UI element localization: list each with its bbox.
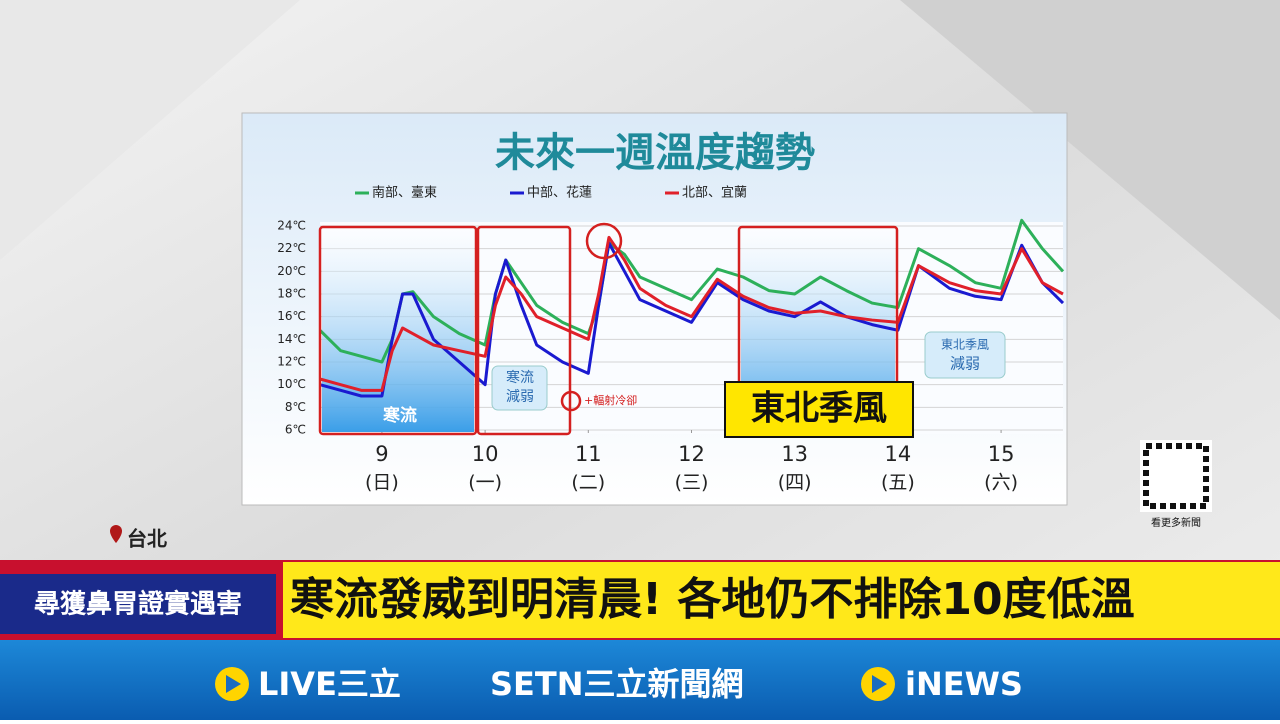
y-tick-label: 10℃ xyxy=(277,377,306,391)
logo: SETN三立新聞網 xyxy=(490,665,744,703)
pin-icon xyxy=(110,525,122,543)
annotation-circle xyxy=(585,222,623,260)
chart-title: 未來一週溫度趨勢 xyxy=(495,130,815,176)
annotation: 東北季風 xyxy=(941,338,989,352)
y-tick-label: 22℃ xyxy=(277,241,306,255)
y-tick-label: 8℃ xyxy=(285,400,306,414)
y-tick-label: 6℃ xyxy=(285,423,306,437)
annotation-bg xyxy=(491,365,548,411)
x-tick-sublabel: (一) xyxy=(468,472,502,494)
y-tick-label: 24℃ xyxy=(277,219,306,233)
bg-shape xyxy=(0,0,300,260)
location: 台北 xyxy=(127,527,167,551)
annotation: 寒流 xyxy=(383,405,417,426)
y-tick-label: 16℃ xyxy=(277,309,306,323)
y-tick-label: 12℃ xyxy=(277,355,306,369)
annotation-bg xyxy=(924,331,1006,379)
annotation: 東北季風 xyxy=(751,389,887,429)
x-tick-sublabel: (三) xyxy=(675,472,709,494)
logo-bar xyxy=(0,640,1280,720)
y-tick-label: 14℃ xyxy=(277,332,306,346)
x-tick-label: 13 xyxy=(781,442,808,466)
y-tick-label: 18℃ xyxy=(277,287,306,301)
qr-code xyxy=(1140,440,1212,512)
annotation: 減弱 xyxy=(506,388,534,405)
annotation: 減弱 xyxy=(950,355,980,373)
x-tick-sublabel: (二) xyxy=(571,472,605,494)
plot: 6℃ 8℃ 10℃ 12℃ 14℃ 16℃ 18℃ 20℃ 22℃ 24℃ 9 (日) 10 (一) 11 (… xyxy=(277,185,1065,494)
side-headline-bg xyxy=(0,574,276,634)
series-line xyxy=(319,235,1064,392)
annotation-bg xyxy=(724,381,914,438)
logo: LIVE三立 xyxy=(258,665,401,703)
headline-bg xyxy=(283,562,1280,638)
x-tick-label: 14 xyxy=(885,442,912,466)
annotation: +輻射冷卻 xyxy=(584,393,637,407)
x-tick-label: 9 xyxy=(375,442,388,466)
qr-pattern xyxy=(1143,443,1209,509)
cold-region xyxy=(322,229,474,432)
annotation: 寒流 xyxy=(506,369,534,386)
legend-label: 南部、臺東 xyxy=(372,185,437,201)
x-tick-sublabel: (六) xyxy=(984,472,1018,494)
x-tick-sublabel: (五) xyxy=(881,472,915,494)
x-tick-label: 11 xyxy=(575,442,602,466)
legend-label: 中部、花蓮 xyxy=(527,185,592,201)
x-tick-label: 15 xyxy=(988,442,1015,466)
side-headline: 尋獲鼻胃證實遇害 xyxy=(34,589,242,620)
y-tick-label: 20℃ xyxy=(277,264,306,278)
x-tick-sublabel: (日) xyxy=(365,472,399,494)
play-icon xyxy=(226,675,241,693)
play-icon xyxy=(872,675,887,693)
x-tick-sublabel: (四) xyxy=(778,472,812,494)
legend-label: 北部、宜蘭 xyxy=(682,185,747,201)
qr-caption: 看更多新聞 xyxy=(1151,516,1201,529)
x-tick-label: 10 xyxy=(472,442,499,466)
annotation-box xyxy=(476,225,572,436)
series-line xyxy=(318,218,1065,364)
headline: 寒流發威到明清晨! 各地仍不排除10度低溫 xyxy=(290,574,1135,625)
annotation-circle xyxy=(560,390,582,412)
bg-shape xyxy=(900,0,1280,320)
x-tick-label: 12 xyxy=(678,442,705,466)
annotation-box xyxy=(318,225,478,436)
logo: iNEWS xyxy=(905,665,1023,703)
